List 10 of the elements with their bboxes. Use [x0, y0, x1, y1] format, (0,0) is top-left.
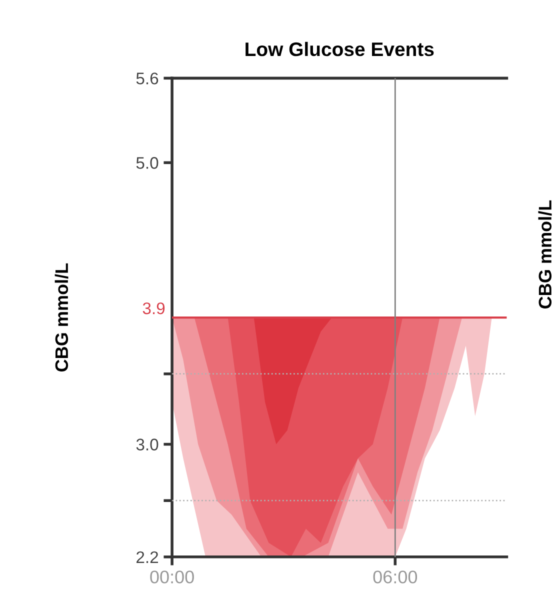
y-tick-label: 5.6 — [136, 72, 158, 84]
y-tick-label: 2.2 — [136, 551, 158, 563]
chart-title: Low Glucose Events — [246, 42, 434, 56]
ref-line-label: 3.9 — [142, 302, 165, 314]
x-tick-label: 00:00 — [150, 570, 194, 584]
text: CBG mmol/L — [538, 200, 552, 308]
x-tick-label: 06:00 — [373, 570, 418, 584]
y-tick-label: 3.0 — [136, 438, 158, 450]
y-tick-label: 5.0 — [136, 157, 158, 169]
y-axis-title: CBG mmol/L — [54, 263, 68, 372]
